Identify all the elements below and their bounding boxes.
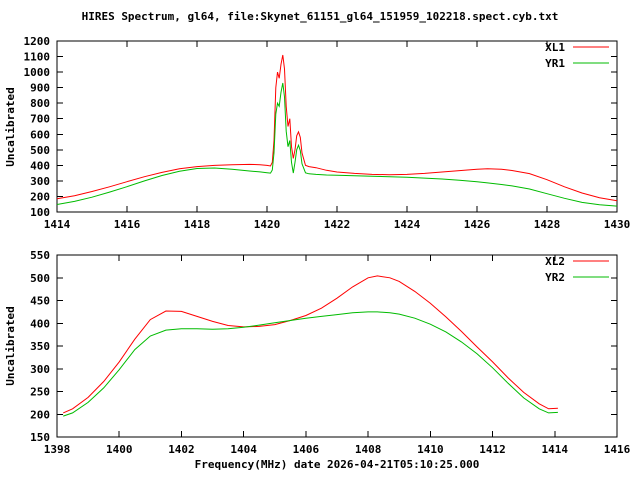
x-tick-label: 1416 <box>114 218 141 231</box>
y-tick-label: 150 <box>30 431 50 444</box>
x-tick-label: 1430 <box>604 218 631 231</box>
y-tick-label: 200 <box>30 408 50 421</box>
x-tick-label: 1416 <box>604 443 631 456</box>
x-tick-label: 1414 <box>44 218 71 231</box>
x-tick-label: 1408 <box>355 443 382 456</box>
y-tick-label: 250 <box>30 386 50 399</box>
x-tick-label: 1410 <box>417 443 444 456</box>
legend-label-xl2: XL2 <box>545 255 565 268</box>
y-tick-label: 300 <box>30 175 50 188</box>
y-tick-label: 700 <box>30 113 50 126</box>
y-tick-label: 300 <box>30 363 50 376</box>
axes <box>56 40 618 213</box>
y-tick-label: 350 <box>30 340 50 353</box>
y-tick-label: 400 <box>30 317 50 330</box>
series-yr1-line <box>56 82 618 207</box>
legend-label-yr1: YR1 <box>545 57 565 70</box>
y-tick-label: 900 <box>30 82 50 95</box>
x-tick-label: 1400 <box>106 443 133 456</box>
y-tick-label: 500 <box>30 272 50 285</box>
x-tick-label: 1402 <box>168 443 195 456</box>
y-tick-label: 1100 <box>24 51 51 64</box>
x-tick-label: 1420 <box>254 218 281 231</box>
y-tick-label: 500 <box>30 144 50 157</box>
chart-title: HIRES Spectrum, gl64, file:Skynet_61151_… <box>81 10 559 23</box>
y-tick-label: 550 <box>30 249 50 262</box>
axes <box>56 254 618 438</box>
x-tick-label: 1428 <box>534 218 561 231</box>
y-tick-label: 200 <box>30 190 50 203</box>
y-tick-label: 100 <box>30 206 50 219</box>
y-tick-label: 1000 <box>24 66 51 79</box>
x-tick-label: 1426 <box>464 218 491 231</box>
y-tick-label: 450 <box>30 295 50 308</box>
y-tick-label: 1200 <box>24 35 51 48</box>
x-tick-label: 1424 <box>394 218 421 231</box>
x-tick-label: 1412 <box>479 443 506 456</box>
x-tick-label: 1404 <box>230 443 257 456</box>
series-yr2-line <box>63 311 558 417</box>
bottom-chart: 1398 1400 1402 1404 1406 1408 1410 1412 1414 1416… <box>30 249 630 456</box>
x-axis-label: Frequency(MHz) date 2026-04-21T05:10:25.… <box>194 458 480 471</box>
series-xl1-line <box>56 54 618 202</box>
legend-label-yr2: YR2 <box>545 271 565 284</box>
series-xl2-line <box>63 275 558 414</box>
y-tick-label: 400 <box>30 159 50 172</box>
legend-label-xl1: XL1 <box>545 41 565 54</box>
x-tick-label: 1414 <box>542 443 569 456</box>
top-chart: 1414 1416 1418 1420 1422 1424 1426 1428 1430 100 2… <box>24 35 631 231</box>
y-tick-label: 600 <box>30 128 50 141</box>
x-tick-label: 1398 <box>44 443 71 456</box>
x-tick-label: 1418 <box>184 218 211 231</box>
x-tick-label: 1422 <box>324 218 351 231</box>
x-tick-label: 1406 <box>293 443 320 456</box>
y-tick-label: 800 <box>30 97 50 110</box>
